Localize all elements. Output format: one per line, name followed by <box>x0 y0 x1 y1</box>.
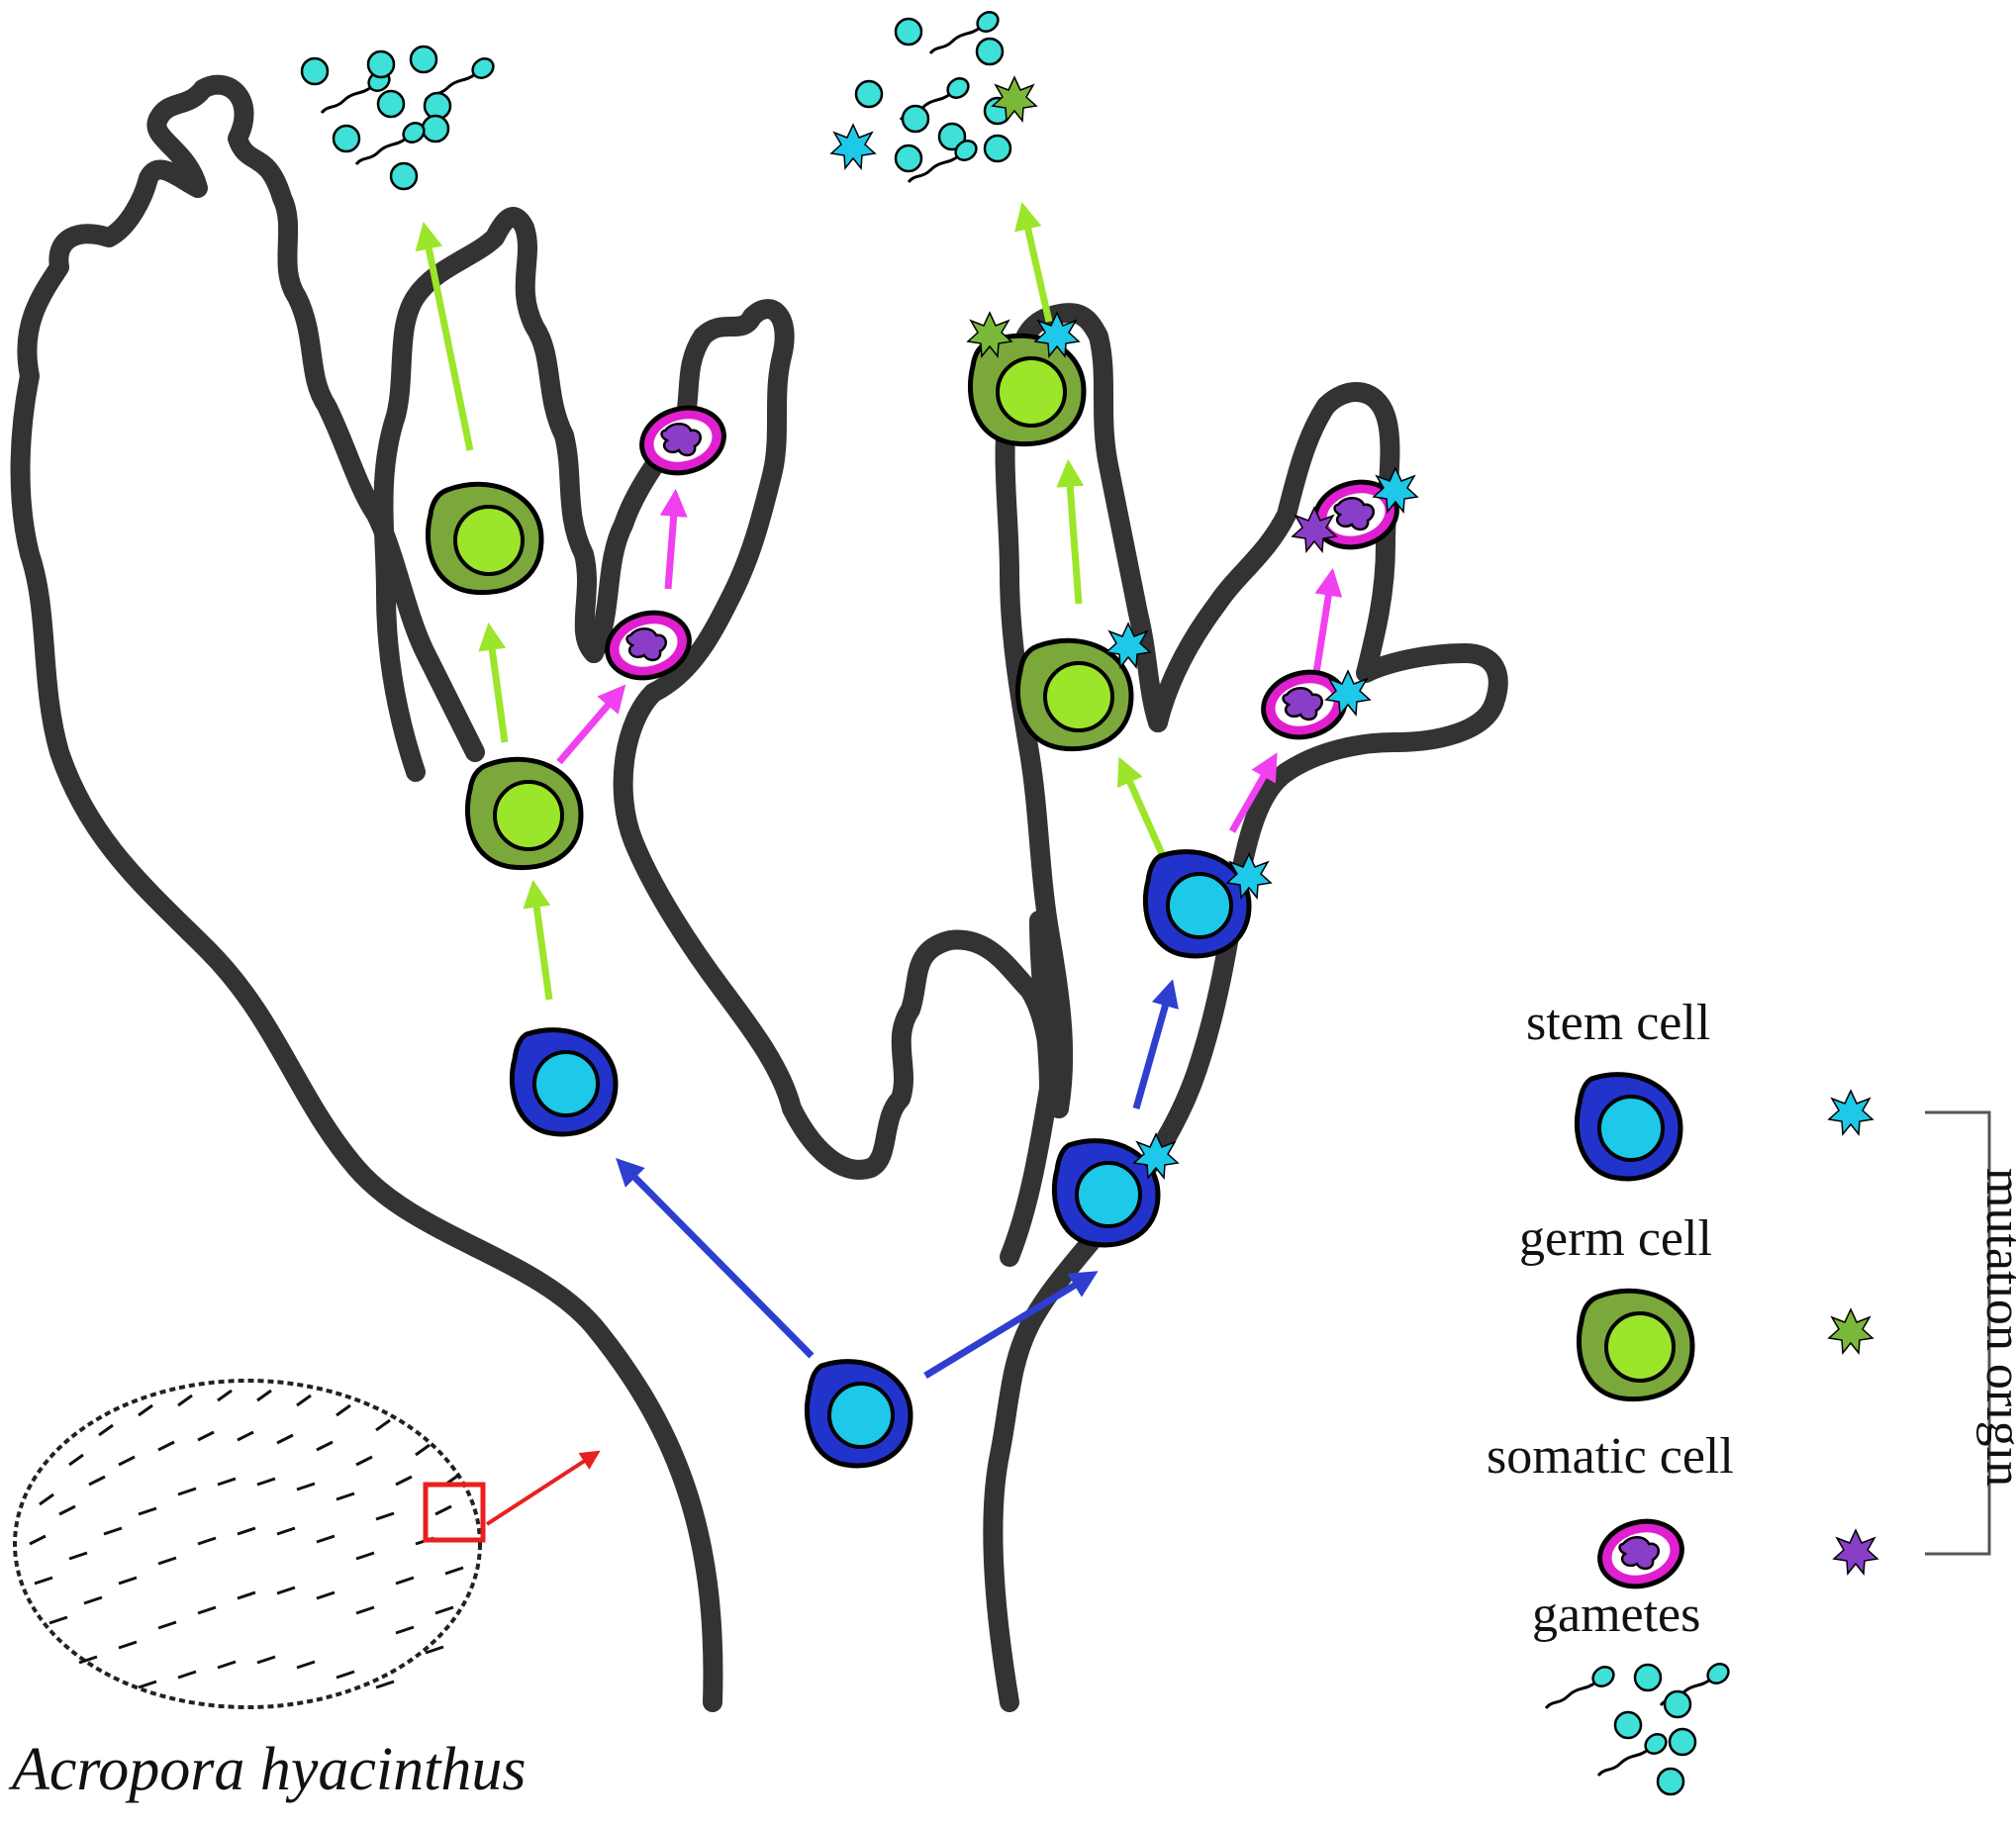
legend-label-germ-cell: germ cell <box>1519 1210 1712 1267</box>
legend-label-mutation-origin: mutation origin <box>1975 1168 2016 1487</box>
arrow-somatic-left-2 <box>659 488 688 590</box>
arrow-stem-right-up <box>1132 979 1179 1109</box>
gametes-left <box>300 45 499 191</box>
arrow-germ-right-1 <box>1117 756 1167 858</box>
coral-colony-illustration <box>13 1379 486 1709</box>
stem-cell-left <box>512 1030 616 1134</box>
arrow-germ-right-3 <box>1014 202 1053 323</box>
arrow-germ-left-1 <box>523 879 553 1001</box>
mutation-origin-bracket <box>1925 1110 1991 1556</box>
legend-label-gametes: gametes <box>1532 1587 1700 1643</box>
arrow-stem-left <box>616 1158 815 1359</box>
germ-cell-right-1 <box>1017 640 1131 748</box>
arrow-germ-right-2 <box>1056 458 1085 605</box>
species-name: Acropora hyacinthus <box>8 1736 526 1803</box>
somatic-cell-right-1 <box>1256 663 1353 746</box>
zoom-region-box <box>423 1482 486 1543</box>
legend-mutation-star-somatic <box>1833 1529 1878 1575</box>
germ-cell-left-1 <box>467 759 581 867</box>
germ-cell-right-2 <box>970 336 1084 443</box>
legend-stem-cell-icon <box>1577 1075 1680 1179</box>
arrow-somatic-right-2 <box>1312 567 1343 674</box>
germ-cell-left-2 <box>428 484 541 592</box>
arrows <box>415 202 1343 1526</box>
legend-somatic-cell-icon <box>1592 1512 1689 1595</box>
legend-mutation-star-stem <box>1828 1090 1873 1135</box>
arrow-germ-left-2 <box>478 622 509 743</box>
legend-mutation-star-germ <box>1828 1308 1873 1354</box>
gametes-right <box>830 6 1037 184</box>
arrow-germ-left-3 <box>415 222 474 451</box>
arrow-somatic-left-1 <box>556 684 626 765</box>
legend-label-stem-cell: stem cell <box>1526 995 1710 1051</box>
legend-germ-cell-icon <box>1579 1291 1692 1398</box>
arrow-zoom <box>485 1450 601 1526</box>
stem-cell-root <box>807 1362 911 1466</box>
arrow-somatic-right-1 <box>1228 752 1278 833</box>
arrow-stem-right <box>923 1271 1099 1379</box>
legend: stem cell germ cell somatic cell gametes… <box>1487 995 2016 1796</box>
legend-gametes-icon <box>1544 1658 1734 1796</box>
legend-label-somatic-cell: somatic cell <box>1487 1428 1734 1485</box>
